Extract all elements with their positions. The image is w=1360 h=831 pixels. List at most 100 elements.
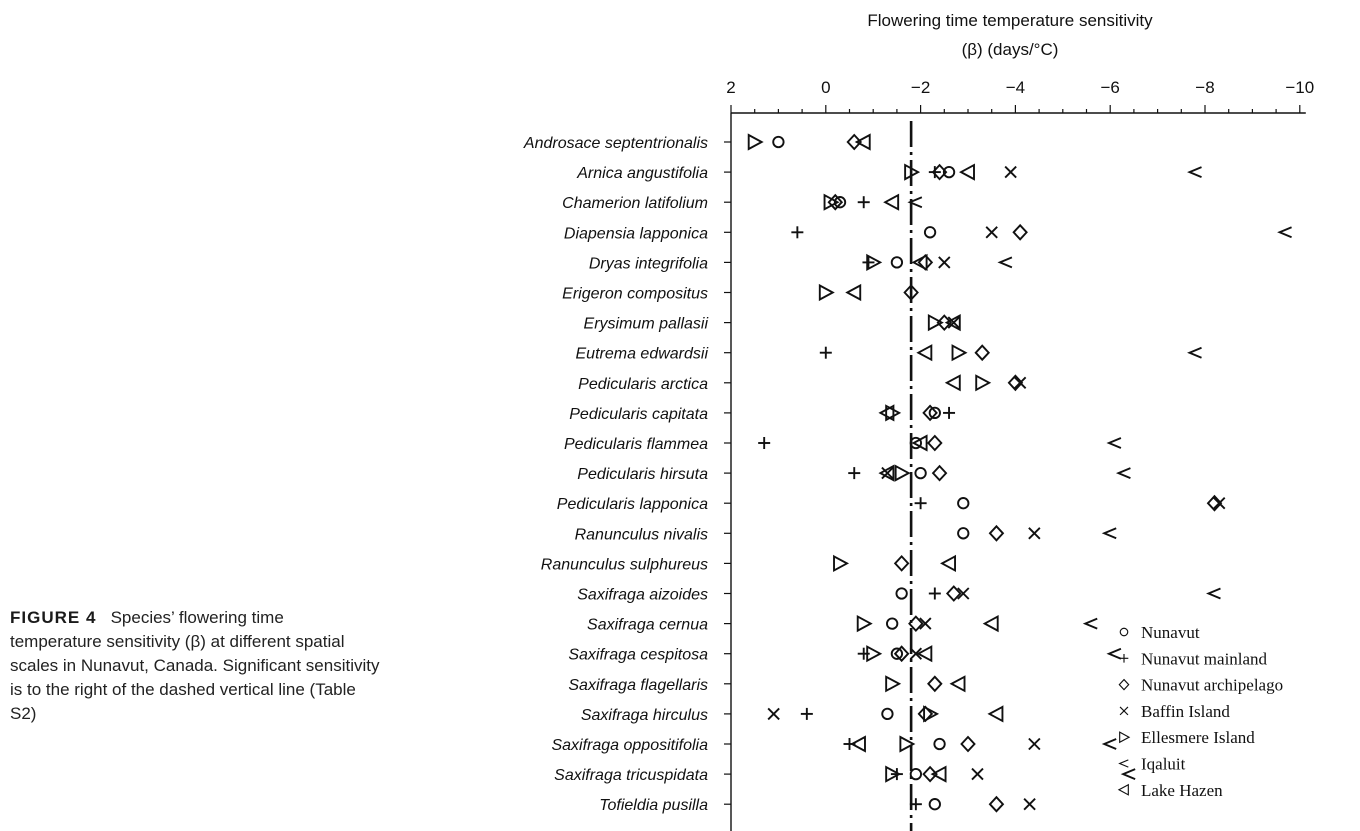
legend-item: Nunavut mainland [1119, 649, 1268, 668]
point-nunavut-archipelago [927, 675, 943, 693]
figure-caption-text: Species’ flowering time temperature sens… [10, 608, 380, 723]
point-iqaluit [1106, 437, 1122, 449]
point-ellesmere-island [899, 735, 916, 753]
legend-item: Nunavut archipelago [1118, 676, 1283, 695]
species-label: Erysimum pallasii [584, 316, 709, 333]
point-nunavut-archipelago [974, 344, 991, 362]
x-tick-label: 0 [821, 78, 830, 97]
legend-item: Iqaluit [1118, 755, 1186, 774]
point-baffin-island [1213, 497, 1226, 510]
point-lake-hazen [854, 133, 871, 151]
legend-marker [1118, 759, 1129, 768]
point-baffin-island [767, 707, 780, 721]
point-ellesmere-island [885, 765, 902, 783]
chart-title-line2: (β) (days/°C) [962, 40, 1059, 59]
point-nunavut [942, 165, 956, 179]
point-ellesmere-island [975, 374, 992, 392]
point-lake-hazen [940, 554, 956, 572]
point-iqaluit [997, 256, 1013, 269]
point-lake-hazen [883, 193, 900, 211]
point-nunavut [957, 527, 970, 540]
point-iqaluit [1206, 587, 1221, 600]
point-ellesmere-island [951, 344, 968, 362]
point-nunavut-mainland [943, 406, 956, 419]
point-nunavut-archipelago [908, 615, 924, 632]
point-nunavut-archipelago [922, 404, 938, 422]
point-baffin-island [947, 316, 960, 329]
point-iqaluit [1277, 226, 1292, 239]
point-nunavut [886, 617, 899, 630]
point-baffin-island [1004, 165, 1017, 179]
legend-label: Iqaluit [1141, 755, 1186, 774]
point-nunavut [957, 497, 970, 510]
species-label: Pedicularis arctica [578, 376, 708, 393]
legend-item: Nunavut [1119, 623, 1200, 642]
point-nunavut [895, 587, 908, 600]
point-ellesmere-island [894, 464, 911, 482]
point-lake-hazen [911, 434, 928, 452]
species-label: Saxifraga hirculus [581, 707, 708, 724]
point-ellesmere-island [923, 705, 940, 723]
point-baffin-island [938, 256, 951, 269]
point-iqaluit [1187, 346, 1202, 359]
point-lake-hazen [916, 344, 933, 362]
chart-title: Flowering time temperature sensitivity (… [867, 11, 1153, 59]
point-baffin-island [919, 617, 932, 630]
species-label: Pedicularis lapponica [557, 496, 708, 513]
point-nunavut [928, 798, 941, 811]
point-nunavut-archipelago [893, 555, 910, 572]
legend-label: Baffin Island [1141, 702, 1230, 721]
point-ellesmere-island [927, 314, 944, 332]
legend-label: Nunavut mainland [1141, 649, 1268, 668]
point-baffin-island [1028, 527, 1041, 540]
point-iqaluit [1120, 768, 1136, 780]
point-nunavut-mainland [758, 437, 771, 449]
point-iqaluit [1101, 527, 1117, 540]
point-nunavut-mainland [862, 256, 875, 269]
x-tick-label: 2 [726, 78, 735, 97]
point-nunavut-archipelago [903, 284, 919, 301]
legend-label: Ellesmere Island [1141, 728, 1255, 747]
point-nunavut [914, 466, 927, 480]
point-lake-hazen [878, 464, 895, 482]
point-baffin-island [881, 466, 894, 480]
point-ellesmere-island [823, 193, 840, 211]
point-nunavut-mainland [909, 798, 922, 811]
x-tick-label: −2 [911, 78, 930, 97]
point-nunavut [909, 436, 923, 450]
figure-caption: FIGURE 4 Species’ flowering time tempera… [10, 606, 380, 726]
point-baffin-island [985, 226, 998, 239]
species-label: Androsace septentrionalis [523, 135, 708, 152]
point-ellesmere-island [885, 675, 902, 693]
point-nunavut-archipelago [945, 585, 962, 602]
point-nunavut-archipelago [936, 314, 953, 331]
point-baffin-island [957, 587, 970, 600]
species-label: Arnica angustifolia [576, 165, 708, 182]
point-lake-hazen [845, 283, 862, 302]
point-nunavut-archipelago [960, 735, 976, 753]
species-label: Chamerion latifolium [562, 195, 708, 212]
point-lake-hazen [849, 735, 866, 753]
point-nunavut-mainland [928, 587, 941, 600]
legend-item: Ellesmere Island [1119, 728, 1255, 747]
point-nunavut [890, 256, 904, 269]
point-ellesmere-island [866, 645, 883, 663]
point-nunavut [923, 226, 937, 239]
legend-label: Nunavut archipelago [1141, 676, 1283, 695]
point-nunavut-mainland [791, 226, 804, 239]
point-nunavut-archipelago [1012, 223, 1028, 241]
point-baffin-island [1013, 376, 1027, 389]
legend-marker [1119, 706, 1129, 716]
species-label: Erigeron compositus [562, 286, 708, 303]
point-iqaluit [1082, 617, 1098, 630]
point-ellesmere-island [818, 283, 835, 302]
species-label: Dryas integrifolia [589, 255, 708, 272]
point-nunavut [881, 707, 894, 721]
species-labels: Androsace septentrionalis Arnica angustif… [523, 135, 731, 814]
species-label: Ranunculus sulphureus [541, 556, 708, 573]
point-baffin-island [1028, 737, 1041, 751]
point-iqaluit [1187, 166, 1202, 178]
x-tick-label: −8 [1195, 78, 1214, 97]
point-nunavut-archipelago [927, 434, 943, 452]
point-lake-hazen [987, 705, 1004, 723]
